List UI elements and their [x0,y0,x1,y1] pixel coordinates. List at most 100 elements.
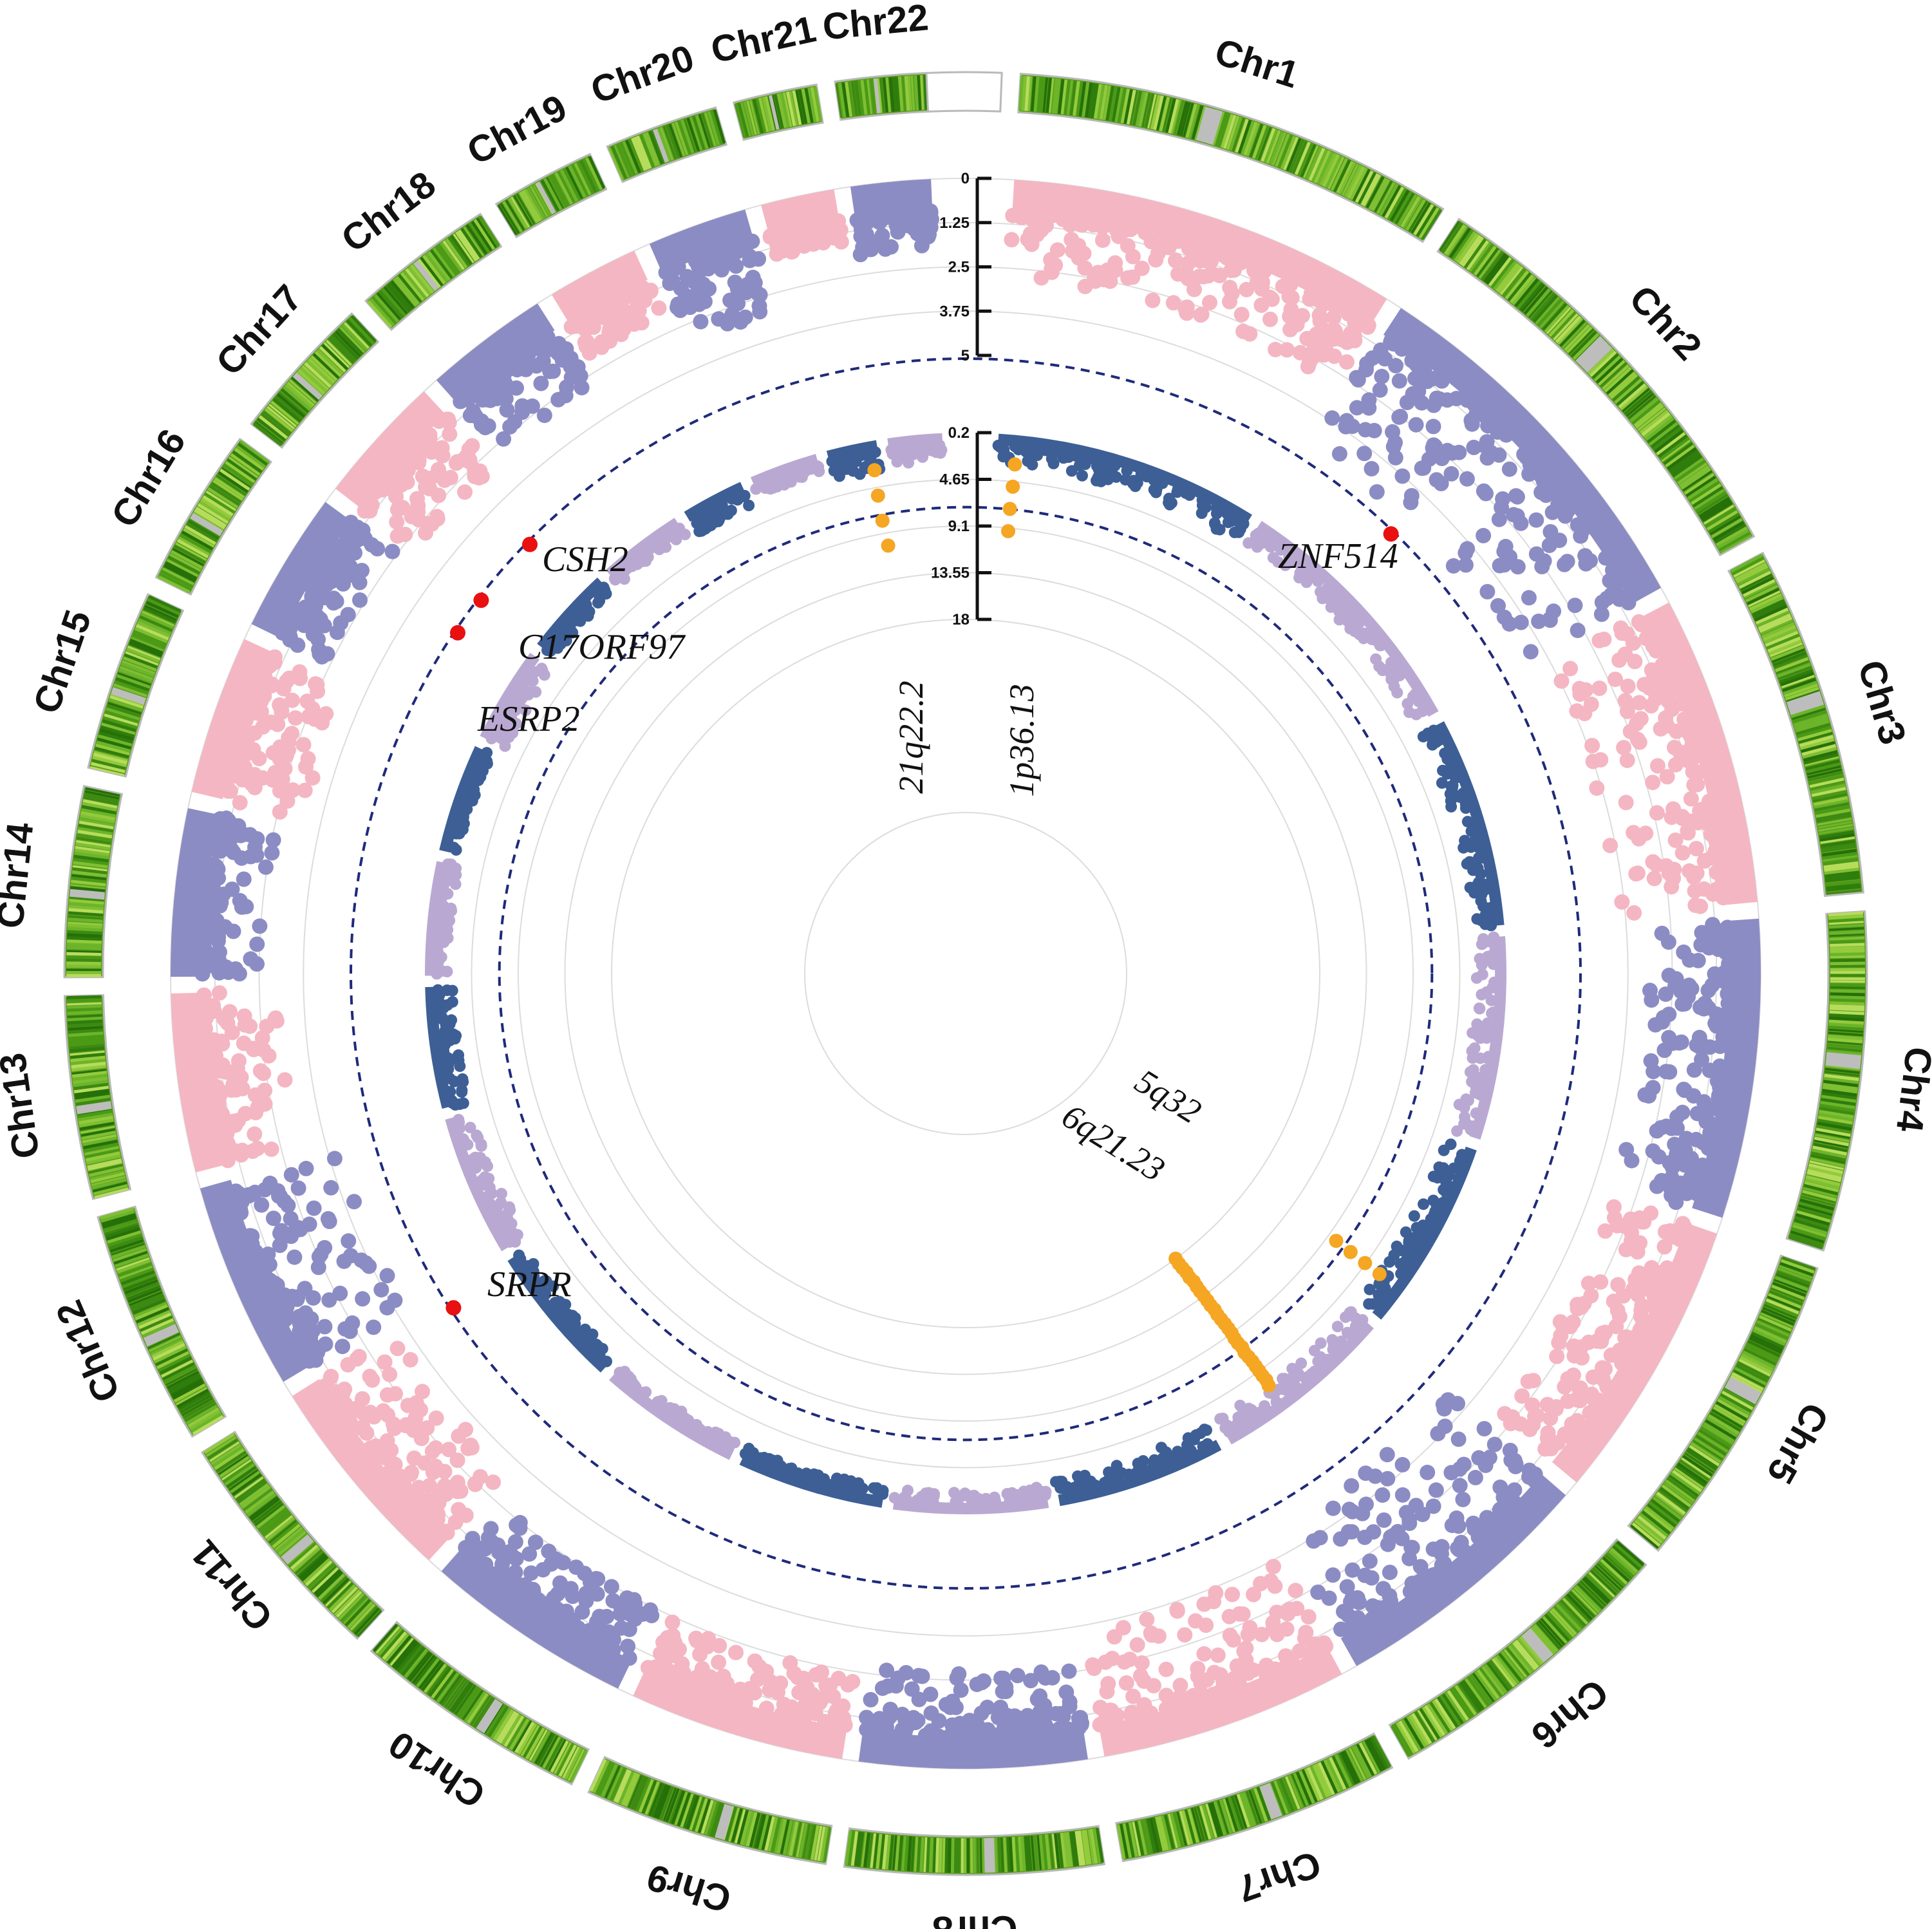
inner-points-chr19 [684,482,755,538]
ideogram-chr20 [606,106,727,183]
outer-points-chr5 [1497,1199,1718,1483]
outer-axis: 0 1.25 2.5 3.75 5 [939,170,991,364]
ideogram-chr2 [1436,218,1756,557]
chr-label-chr22: Chr22 [821,0,930,48]
highlighted-genes: ZNF514CSH2C17ORF97ESRP2SRPR1p36.135q326q… [445,526,1399,1316]
inner-points-chr9 [739,1442,889,1508]
inner-tick-label: 9.1 [948,518,970,535]
inner-points-chr11 [507,1249,612,1373]
chr-label-chr7: Chr7 [1232,1843,1326,1910]
ideogram-chr8 [843,1825,1106,1876]
outer-points-chr3 [1553,602,1758,921]
ideogram-chr10 [370,1621,590,1786]
locus-5q32 [1329,1234,1387,1281]
inner-points-chr17 [537,578,612,657]
ideogram-chr6 [1388,1538,1647,1760]
inner-grid-ring [471,478,1461,1469]
outer-points-chr22 [849,179,939,263]
inner-points-chr15 [439,746,493,856]
outer-manhattan-track [171,179,1761,1769]
chr-label-chr19: Chr19 [460,86,574,173]
inner-points-chr10 [609,1366,741,1460]
outer-points-chr18 [436,303,590,447]
inner-tick-label: 13.55 [931,565,970,582]
chr-label-chr2: Chr2 [1621,278,1710,368]
inner-points-chr5 [1363,1138,1477,1320]
chr-label-chr20: Chr20 [586,37,700,112]
locus-21q22-2 [867,463,896,553]
outer-points-chr16 [251,502,400,665]
ideogram-chr11 [200,1430,385,1640]
inner-points-chr12 [445,1114,523,1252]
inner-points-chr14 [425,858,462,980]
ideogram-chr19 [494,153,608,239]
inner-points-chr22 [885,433,948,469]
chr-label-chr1: Chr1 [1210,30,1304,96]
inner-points-chr1 [992,433,1252,538]
ideogram-chr13 [63,994,132,1200]
chr-label-chr14: Chr14 [0,821,41,930]
center-ring [804,812,1127,1135]
inner-points-chr6 [1214,1306,1374,1445]
outer-tick-label: 1.25 [939,214,970,232]
outer-points-chr10 [441,1514,660,1689]
locus-6q21-23 [1168,1251,1276,1393]
ideogram-chr16 [155,437,273,596]
outer-grid-ring [303,310,1629,1637]
inner-points-chr8 [888,1482,1052,1515]
outer-points-chr20 [649,209,768,332]
gene-point-c17orf97 [473,592,489,608]
chr-label-chr6: Chr6 [1524,1671,1616,1757]
ideogram-chr5 [1627,1254,1819,1552]
gene-label-znf514: ZNF514 [1278,536,1398,576]
ideogram-chr14 [63,785,124,979]
gene-label-csh2: CSH2 [542,540,628,579]
locus-label-21q22-2: 21q22.2 [892,681,930,794]
ideogram-chr3 [1727,551,1864,898]
inner-points-chr4 [1451,931,1506,1140]
ideogram-chr21 [732,83,824,141]
inner-grid-ring [518,525,1414,1422]
gene-point-esrp2 [450,625,465,641]
outer-points-chr14 [171,808,281,982]
inner-grid-ring [611,619,1320,1328]
inner-points-chr13 [425,984,469,1111]
ideogram-chr4 [1785,910,1868,1252]
outer-points-chr21 [761,189,849,262]
gene-point-csh2 [522,536,538,552]
chr-label-chr13: Chr13 [0,1051,48,1162]
locus-label-1p36-13: 1p36.13 [1002,684,1041,797]
inner-axis: 0.2 4.65 9.1 13.55 18 [931,424,991,628]
ideogram-chr9 [587,1756,833,1865]
gene-point-srpr [445,1300,462,1316]
inner-grid-ring [564,572,1367,1375]
inner-points-chr3 [1417,721,1505,932]
chr-label-chr3: Chr3 [1850,655,1914,749]
ideogram-chr7 [1115,1732,1394,1863]
ideogram-chr15 [87,593,185,778]
inner-points-chr7 [1050,1424,1222,1507]
outer-points-chr4 [1618,917,1761,1218]
chr-label-chr11: Chr11 [183,1532,281,1639]
inner-points-chr16 [480,652,550,752]
gene-point-znf514 [1383,526,1399,542]
chr-label-chr10: Chr10 [381,1723,492,1816]
gene-label-c17orf97: C17ORF97 [518,627,686,667]
outer-tick-label: 2.5 [948,259,970,276]
outer-threshold-line [350,357,1582,1590]
outer-tick-label: 3.75 [939,303,970,320]
inner-threshold-line [498,505,1434,1442]
inner-points-chr21 [826,440,886,482]
outer-points-chr7 [1085,1559,1342,1757]
ideogram-chr1 [1017,73,1445,243]
chr-label-chr21: Chr21 [708,8,820,71]
radial-axes: 0 1.25 2.5 3.75 5 0.2 4.65 9.1 13.55 18 [931,170,991,628]
outer-points-chr9 [633,1614,861,1759]
outer-points-chr17 [335,391,490,544]
chr-label-chr17: Chr17 [208,277,310,383]
inner-tick-label: 18 [952,611,970,628]
inner-points-chr20 [750,453,825,495]
inner-manhattan-track [425,433,1506,1515]
